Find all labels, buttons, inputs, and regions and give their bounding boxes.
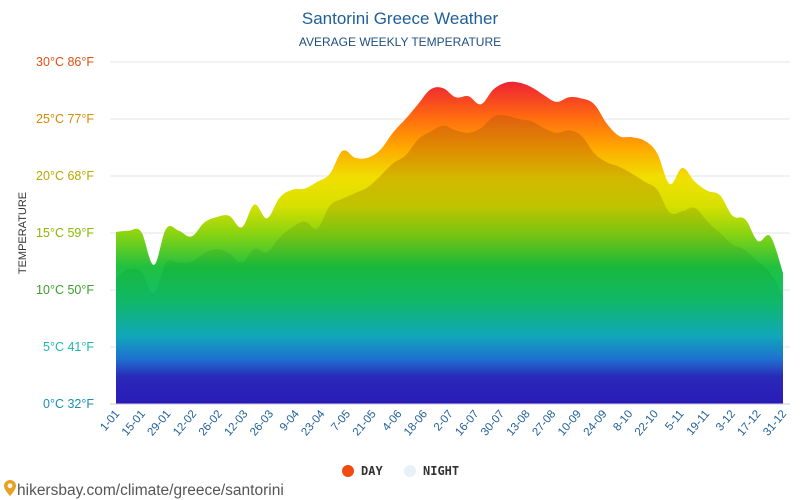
x-tick-label: 9-04 <box>278 408 302 434</box>
legend-day-label: DAY <box>361 464 383 478</box>
y-axis-title: TEMPERATURE <box>17 192 29 274</box>
x-tick-label: 13-08 <box>505 408 533 438</box>
map-pin-icon <box>4 480 16 496</box>
x-tick-label: 29-01 <box>145 408 173 438</box>
x-tick-label: 12-02 <box>171 408 199 438</box>
x-tick-label: 2-07 <box>432 408 456 433</box>
x-tick-label: 16-07 <box>453 408 481 438</box>
y-tick-label: 30°C 86°F <box>36 55 94 69</box>
x-tick-label: 23-04 <box>299 408 327 439</box>
legend-day-dot <box>342 465 354 477</box>
x-tick-label: 7-05 <box>329 408 353 433</box>
x-tick-label: 15-01 <box>120 408 148 438</box>
x-tick-label: 22-10 <box>633 408 661 438</box>
x-tick-label: 10-09 <box>556 408 584 438</box>
footer-source-link[interactable]: hikersbay.com/climate/greece/santorini <box>17 482 284 499</box>
y-tick-label: 15°C 59°F <box>36 226 94 240</box>
night-area <box>116 115 783 404</box>
chart-title: Santorini Greece Weather <box>302 9 499 28</box>
y-tick-label: 20°C 68°F <box>36 169 94 183</box>
x-tick-label: 26-03 <box>248 408 276 438</box>
x-tick-label: 17-12 <box>735 408 763 438</box>
y-axis-labels: 0°C 32°F 5°C 41°F 10°C 50°F 15°C 59°F 20°C 6… <box>36 55 94 411</box>
legend: DAY NIGHT <box>342 464 459 478</box>
legend-night[interactable]: NIGHT <box>404 464 459 478</box>
x-tick-label: 12-03 <box>222 408 250 438</box>
x-tick-label: 4-06 <box>381 408 405 433</box>
footer-source[interactable]: hikersbay.com/climate/greece/santorini <box>4 480 284 499</box>
legend-day[interactable]: DAY <box>342 464 383 478</box>
x-tick-label: 1-01 <box>98 408 122 433</box>
x-tick-label: 30-07 <box>479 408 507 438</box>
y-tick-label: 0°C 32°F <box>43 397 94 411</box>
legend-night-dot <box>404 465 416 477</box>
x-tick-label: 24-09 <box>582 408 610 438</box>
x-tick-label: 3-12 <box>714 408 738 433</box>
x-tick-label: 27-08 <box>530 408 558 438</box>
chart-subtitle: AVERAGE WEEKLY TEMPERATURE <box>299 35 501 49</box>
x-tick-label: 18-06 <box>402 408 430 438</box>
y-tick-label: 10°C 50°F <box>36 283 94 297</box>
x-tick-label: 31-12 <box>761 408 789 438</box>
legend-night-label: NIGHT <box>423 464 459 478</box>
x-tick-label: 21-05 <box>351 408 379 438</box>
x-tick-label: 19-11 <box>685 408 713 438</box>
y-tick-label: 25°C 77°F <box>36 112 94 126</box>
x-tick-label: 5-11 <box>663 408 686 433</box>
x-tick-label: 26-02 <box>197 408 225 438</box>
y-tick-label: 5°C 41°F <box>43 340 94 354</box>
x-tick-label: 8-10 <box>611 408 635 433</box>
